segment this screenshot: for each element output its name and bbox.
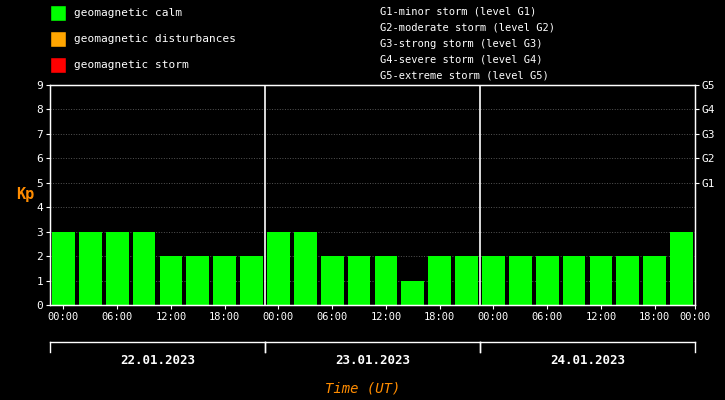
Text: geomagnetic storm: geomagnetic storm xyxy=(74,60,188,70)
Bar xyxy=(482,256,505,305)
Bar xyxy=(106,232,128,305)
Bar xyxy=(79,232,102,305)
Bar xyxy=(160,256,183,305)
Bar xyxy=(240,256,263,305)
Bar xyxy=(402,280,424,305)
Bar xyxy=(375,256,397,305)
Text: 22.01.2023: 22.01.2023 xyxy=(120,354,195,366)
Text: G2-moderate storm (level G2): G2-moderate storm (level G2) xyxy=(380,23,555,33)
Text: G1-minor storm (level G1): G1-minor storm (level G1) xyxy=(380,7,536,17)
Bar xyxy=(428,256,451,305)
Bar xyxy=(670,232,693,305)
Bar xyxy=(294,232,317,305)
Bar xyxy=(267,232,290,305)
Bar xyxy=(52,232,75,305)
Bar xyxy=(536,256,558,305)
Bar xyxy=(643,256,666,305)
Text: geomagnetic disturbances: geomagnetic disturbances xyxy=(74,34,236,44)
Text: geomagnetic calm: geomagnetic calm xyxy=(74,8,182,18)
Bar xyxy=(213,256,236,305)
Bar xyxy=(563,256,586,305)
Bar xyxy=(320,256,344,305)
Bar xyxy=(616,256,639,305)
Bar xyxy=(455,256,478,305)
Bar xyxy=(509,256,531,305)
Bar xyxy=(589,256,613,305)
Text: G3-strong storm (level G3): G3-strong storm (level G3) xyxy=(380,39,542,49)
Bar xyxy=(133,232,155,305)
Y-axis label: Kp: Kp xyxy=(16,188,34,202)
Text: 23.01.2023: 23.01.2023 xyxy=(335,354,410,366)
Text: 24.01.2023: 24.01.2023 xyxy=(550,354,625,366)
Bar xyxy=(348,256,370,305)
Text: Time (UT): Time (UT) xyxy=(325,382,400,396)
Text: G4-severe storm (level G4): G4-severe storm (level G4) xyxy=(380,55,542,65)
Text: G5-extreme storm (level G5): G5-extreme storm (level G5) xyxy=(380,71,549,81)
Bar xyxy=(186,256,210,305)
